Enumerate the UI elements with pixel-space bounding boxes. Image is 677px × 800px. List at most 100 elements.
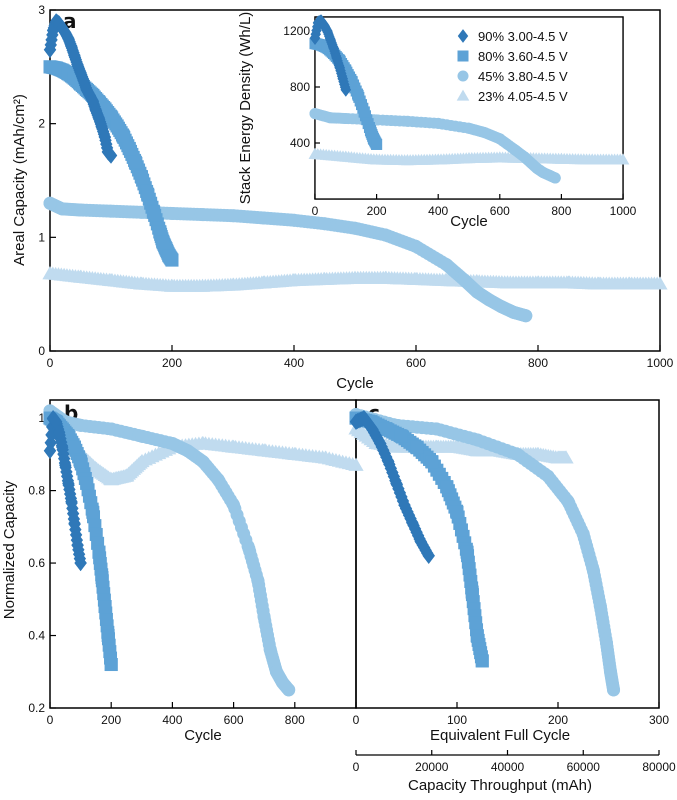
a-data-point: [196, 208, 209, 222]
inset-xtick-label: 200: [367, 204, 387, 218]
a-data-point: [104, 147, 118, 164]
c-data-point: [430, 422, 444, 436]
inset-data-point: [549, 172, 561, 184]
b-data-point: [101, 629, 115, 643]
a-data-point: [74, 203, 87, 217]
a-data-point: [104, 204, 118, 218]
inset-xtick-label: 600: [490, 204, 510, 218]
a-data-point: [500, 275, 515, 289]
a-data-point: [43, 196, 57, 210]
b-data-point: [251, 574, 265, 588]
c-xtick-label: 100: [447, 713, 467, 727]
b-series-group: [42, 404, 364, 697]
c-data-point: [410, 440, 424, 454]
b-data-point: [181, 444, 195, 458]
b-data-point: [119, 468, 134, 482]
inset-data-point: [337, 71, 348, 86]
panel-a-xlabel: Cycle: [336, 375, 374, 392]
c-data-point: [607, 683, 621, 697]
b-ytick-label: 0.8: [28, 484, 45, 498]
b-ytick-label: 0.6: [28, 556, 45, 570]
a-data-point: [153, 225, 167, 239]
inset-ylabel: Stack Energy Density (Wh/L): [237, 12, 254, 205]
inset-data-point: [328, 40, 339, 55]
b-data-point: [71, 536, 84, 554]
legend-label-1: 80% 3.60-4.5 V: [478, 49, 568, 64]
a-data-point: [347, 270, 363, 284]
b-data-point: [195, 436, 211, 450]
inset-data-point: [309, 108, 321, 120]
inset-xtick-label: 400: [428, 204, 448, 218]
b-data-point: [56, 438, 69, 456]
inset-data-point: [352, 89, 364, 101]
a-data-point: [98, 129, 112, 146]
inset-data-point: [431, 153, 445, 165]
inset-data-point: [308, 147, 322, 159]
a-data-point: [141, 187, 155, 201]
panel-a-ylabel: Areal Capacity (mAh/cm²): [11, 94, 28, 266]
b-data-point: [226, 439, 242, 453]
inset-data-point: [616, 153, 630, 165]
legend-marker-2: [457, 70, 469, 82]
c-data-point: [576, 527, 590, 541]
c-data-point: [530, 446, 546, 460]
a-xtick-label: 400: [284, 356, 304, 370]
inset-data-point: [339, 150, 353, 162]
a-xtick-label: 600: [406, 356, 426, 370]
b-data-point: [211, 473, 225, 487]
b-data-point: [104, 658, 118, 672]
a-data-point: [561, 275, 576, 289]
a-xtick-label: 200: [162, 356, 182, 370]
b-data-point: [317, 450, 333, 464]
c-data-point: [414, 533, 427, 550]
c-data-point: [379, 422, 393, 436]
secondary-xtick-label: 20000: [415, 760, 449, 774]
b-data-point: [282, 683, 296, 697]
legend-label-2: 45% 3.80-4.5 V: [478, 69, 568, 84]
a-ytick-label: 2: [38, 117, 45, 131]
a-data-point: [55, 202, 69, 216]
panel-a-frame: [49, 9, 661, 352]
inset-data-point: [340, 113, 352, 124]
b-xtick-label: 400: [162, 713, 182, 727]
a-data-point: [134, 276, 149, 290]
c-data-point: [388, 439, 404, 453]
inset-xtick-label: 800: [551, 204, 571, 218]
inset-data-point: [493, 151, 507, 163]
inset-series-3: [308, 147, 630, 166]
c-data-point: [593, 600, 607, 614]
a-data-point: [519, 309, 533, 323]
a-ytick-label: 0: [38, 344, 45, 358]
inset-data-point: [462, 152, 476, 164]
a-data-point: [409, 239, 423, 253]
inset-data-point: [555, 152, 568, 164]
a-data-point: [591, 276, 607, 290]
b-ytick-label: 1: [38, 411, 45, 425]
b-data-point: [86, 505, 100, 519]
a-data-point: [440, 258, 453, 272]
a-data-point: [135, 170, 148, 184]
a-data-point: [42, 266, 58, 280]
b-data-point: [256, 443, 272, 457]
a-data-point: [122, 142, 136, 156]
a-data-point: [147, 205, 161, 219]
c-data-point: [394, 429, 408, 443]
legend: 90% 3.00-4.5 V 80% 3.60-4.5 V 45% 3.80-4.5…: [456, 29, 568, 104]
b-data-point: [74, 554, 87, 572]
inset-data-point: [331, 50, 342, 65]
c-data-point: [450, 505, 464, 519]
c-data-point: [586, 563, 600, 577]
inset-data-point: [401, 115, 413, 127]
c-data-point: [406, 515, 419, 532]
inset-data-point: [364, 124, 376, 136]
a-data-point: [165, 206, 179, 220]
c-data-point: [429, 439, 445, 453]
secondary-xtick-label: 60000: [567, 760, 601, 774]
inset-xtick-label: 0: [312, 204, 319, 218]
inset-data-point: [370, 153, 383, 165]
inset-xtick-label: 1000: [610, 204, 637, 218]
b-ytick-label: 0.4: [28, 629, 45, 643]
inset-data-point: [401, 154, 414, 166]
b-data-point: [196, 455, 210, 469]
a-data-point: [507, 305, 521, 319]
